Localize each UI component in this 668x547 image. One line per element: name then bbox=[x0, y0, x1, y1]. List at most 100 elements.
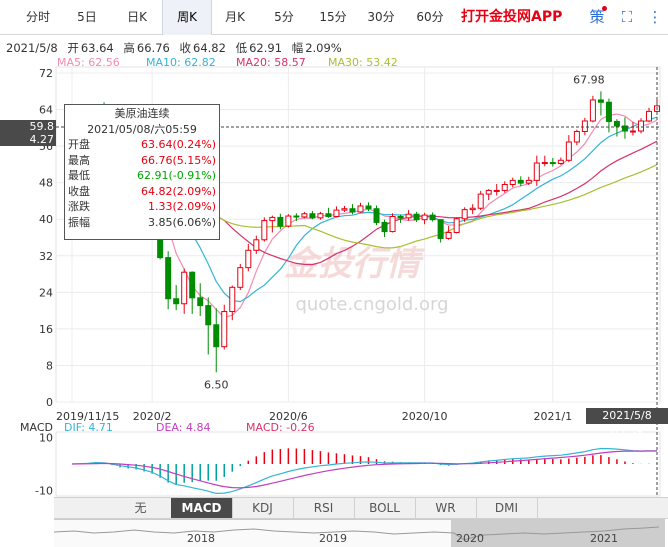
x-tick-label: 2021/1 bbox=[533, 410, 572, 423]
y-tick-label: 24 bbox=[39, 286, 53, 299]
y-tick-label: 8 bbox=[46, 359, 53, 372]
ma30-label: MA30: 53.42 bbox=[328, 56, 398, 69]
info-close: 64.82 bbox=[193, 41, 226, 55]
macd-dea: DEA: 4.84 bbox=[156, 421, 211, 434]
candle-body bbox=[253, 239, 260, 251]
tooltip-row-value: 62.91(-0.91%) bbox=[137, 169, 216, 182]
indicator-tab-macd[interactable]: MACD bbox=[171, 498, 233, 518]
ohlc-tooltip: 美原油连续 2021/05/08/六05:59 开盘 63.64(0.24%) 最高… bbox=[64, 104, 220, 240]
candle-body bbox=[333, 209, 340, 217]
indicator-tab-none[interactable]: 无 bbox=[110, 498, 172, 518]
period-tabs: 分时 5日 日K 周K 月K 5分 15分 30分 60分 打开金投网APP 策… bbox=[0, 0, 668, 35]
min-annotation: 6.50 bbox=[204, 378, 229, 391]
x-tick-label: 2020/6 bbox=[269, 410, 308, 423]
fullscreen-icon[interactable]: ⛶ bbox=[621, 8, 633, 26]
info-amp-label: 幅 bbox=[291, 41, 304, 55]
tooltip-row-key: 收盘 bbox=[68, 184, 90, 198]
candle-body bbox=[645, 110, 652, 122]
navigator-line bbox=[54, 526, 660, 541]
info-open-label: 开 bbox=[67, 41, 79, 55]
candle-body bbox=[557, 159, 564, 164]
candle-body bbox=[205, 305, 212, 326]
tab-5min[interactable]: 5分 bbox=[274, 10, 294, 24]
candle-body bbox=[501, 183, 508, 191]
candle-body bbox=[581, 120, 588, 132]
candle-body bbox=[397, 215, 404, 219]
info-high-label: 高 bbox=[123, 41, 135, 55]
crosshair-date-label: 2021/5/8 05:59 bbox=[586, 408, 668, 438]
macd-y-bottom: -10 bbox=[35, 485, 53, 498]
macd-frame bbox=[55, 431, 661, 497]
tooltip-row-value: 3.85(6.06%) bbox=[147, 215, 216, 229]
tooltip-row: 开盘 63.64(0.24%) bbox=[65, 137, 219, 153]
crosshair-price: 59.8 bbox=[29, 120, 55, 133]
candle-body bbox=[517, 179, 524, 184]
indicator-tab-dmi[interactable]: DMI bbox=[476, 498, 538, 518]
tooltip-row-value: 66.76(5.15%) bbox=[140, 153, 216, 167]
tooltip-row-value: 64.82(2.09%) bbox=[140, 184, 216, 198]
y-tick-label: 72 bbox=[39, 67, 53, 80]
candle-body bbox=[261, 220, 268, 241]
candle-body bbox=[173, 298, 180, 305]
info-high: 66.76 bbox=[136, 41, 170, 55]
candle-body bbox=[549, 162, 556, 165]
candle-body bbox=[565, 141, 572, 161]
tab-daily-k[interactable]: 日K bbox=[127, 10, 147, 24]
candle-body bbox=[629, 130, 636, 133]
candle-body bbox=[349, 208, 356, 213]
strategy-icon[interactable]: 策 bbox=[589, 8, 605, 26]
info-date: 2021/5/8 bbox=[6, 41, 58, 55]
ma20-label: MA20: 58.57 bbox=[236, 56, 306, 69]
tab-30min[interactable]: 30分 bbox=[367, 10, 395, 24]
indicator-tab-rsi[interactable]: RSI bbox=[293, 498, 355, 518]
candle-body bbox=[245, 249, 252, 269]
y-tick-label: 0 bbox=[46, 396, 53, 409]
time-navigator[interactable]: 2018 2019 2020 2021 bbox=[54, 519, 665, 547]
dif-line bbox=[71, 447, 658, 495]
notification-dot bbox=[602, 6, 607, 11]
more-icon[interactable]: ⋮ bbox=[647, 8, 663, 26]
crosshair-change: 4.27 bbox=[29, 133, 55, 146]
tab-monthly-k[interactable]: 月K bbox=[225, 10, 245, 24]
candle-body bbox=[597, 99, 604, 103]
macd-value: MACD: -0.26 bbox=[246, 421, 315, 434]
candle-body bbox=[317, 213, 324, 219]
open-app-link[interactable]: 打开金投网APP bbox=[461, 9, 563, 25]
tab-60min[interactable]: 60分 bbox=[416, 10, 444, 24]
nav-label-2020: 2020 bbox=[456, 532, 484, 545]
indicator-tab-boll[interactable]: BOLL bbox=[354, 498, 416, 518]
nav-label-2021: 2021 bbox=[590, 532, 618, 545]
tooltip-row-key: 涨跌 bbox=[68, 200, 90, 213]
navigator-selection[interactable] bbox=[451, 520, 665, 547]
indicator-tab-wr[interactable]: WR bbox=[415, 498, 477, 518]
tooltip-row-key: 振幅 bbox=[68, 215, 90, 229]
candle-body bbox=[405, 213, 412, 219]
candle-body bbox=[413, 213, 420, 221]
candle-body bbox=[293, 215, 300, 218]
candle-body bbox=[325, 213, 332, 217]
candle-body bbox=[189, 271, 196, 299]
candle-body bbox=[573, 130, 580, 143]
info-open: 63.64 bbox=[80, 41, 114, 55]
macd-y-top: 10 bbox=[39, 431, 53, 444]
tab-5day[interactable]: 5日 bbox=[77, 10, 97, 24]
tab-weekly-k[interactable]: 周K bbox=[162, 0, 212, 35]
y-tick-label: 16 bbox=[39, 323, 53, 336]
candle-body bbox=[357, 205, 364, 213]
info-low-label: 低 bbox=[235, 41, 248, 55]
tooltip-row-key: 最低 bbox=[68, 169, 90, 182]
indicator-tab-kdj[interactable]: KDJ bbox=[232, 498, 294, 518]
tooltip-row: 涨跌 1.33(2.09%) bbox=[65, 199, 219, 215]
candle-body bbox=[637, 120, 644, 132]
nav-label-2019: 2019 bbox=[319, 532, 347, 545]
nav-label-2018: 2018 bbox=[187, 532, 215, 545]
candle-body bbox=[229, 286, 236, 313]
tooltip-row: 最高 66.76(5.15%) bbox=[65, 153, 219, 169]
ohlc-info-line: 2021/5/8 开 63.64 高 66.76 收 64.82 低 62.91 幅 2.… bbox=[6, 40, 348, 56]
candle-body bbox=[605, 101, 612, 122]
tab-timeshare[interactable]: 分时 bbox=[25, 10, 50, 24]
candle-body bbox=[541, 162, 548, 165]
tab-15min[interactable]: 15分 bbox=[319, 10, 347, 24]
info-low: 62.91 bbox=[249, 41, 283, 55]
